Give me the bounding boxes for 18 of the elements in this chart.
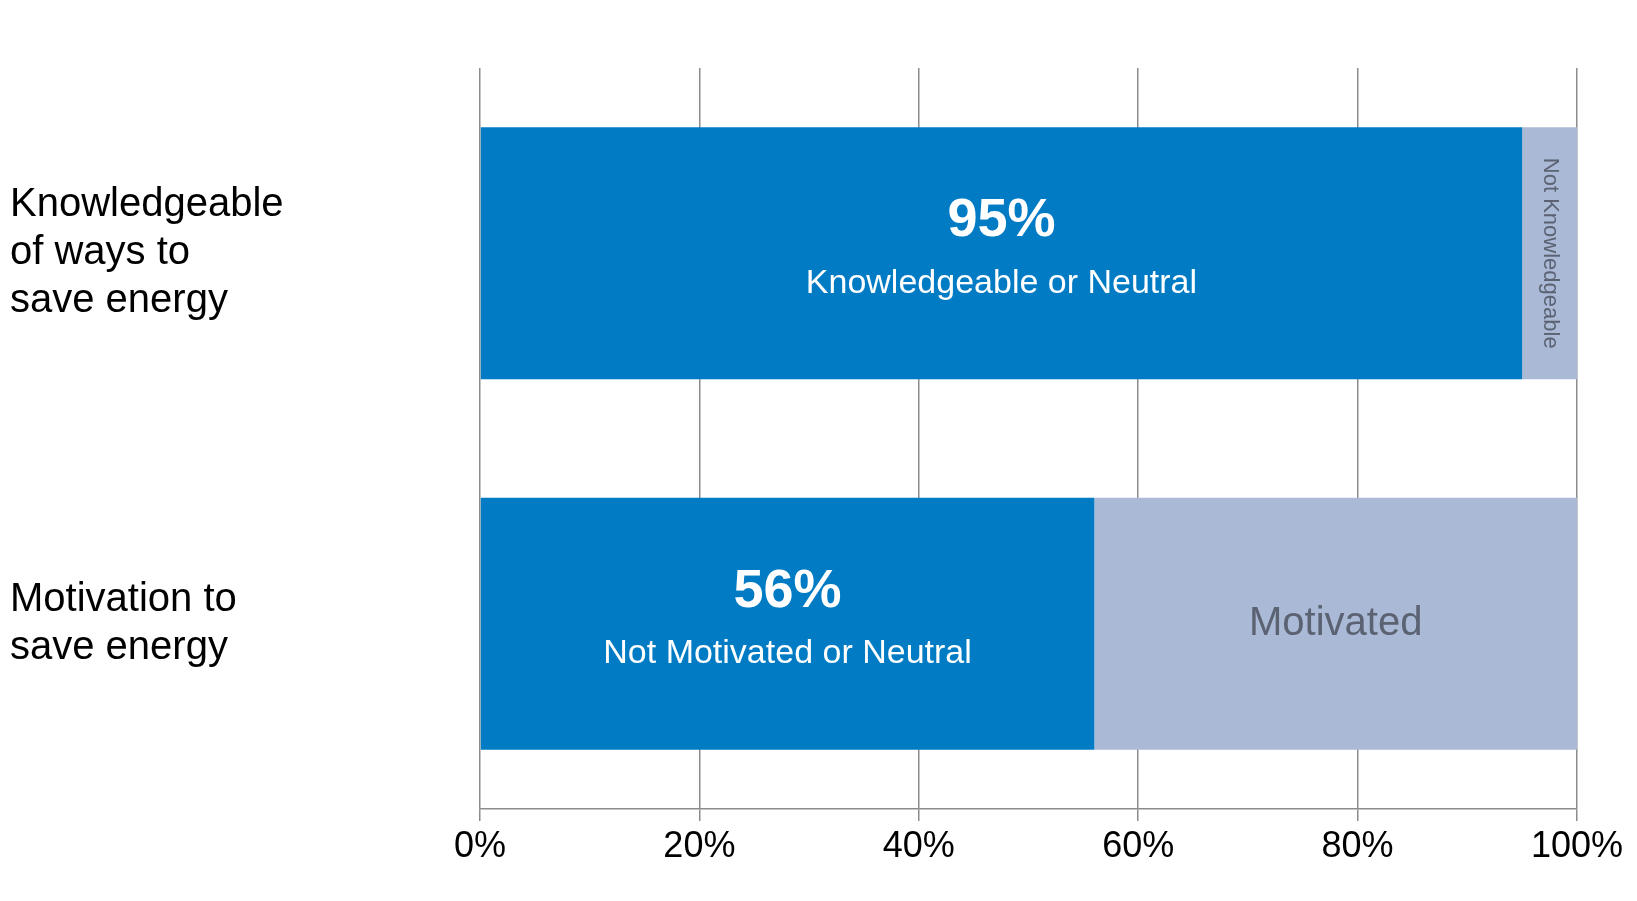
- x-tick-label: 60%: [1102, 823, 1175, 865]
- annotation: Knowledgeable or Neutral: [805, 261, 1198, 300]
- x-tick-label: 80%: [1321, 823, 1394, 865]
- data-label: 95%: [947, 187, 1056, 248]
- bar: [480, 497, 1095, 750]
- bar: [1522, 127, 1577, 380]
- annotation: Not Knowledgeable: [1538, 157, 1564, 349]
- bar: [1094, 497, 1577, 750]
- x-tick-label: 20%: [663, 823, 736, 865]
- data-label: 56%: [733, 557, 842, 618]
- y-tick-label: Motivation to save energy: [10, 574, 237, 667]
- bar: [480, 127, 1523, 380]
- annotation: Not Motivated or Neutral: [603, 632, 972, 671]
- x-tick-label: 40%: [882, 823, 955, 865]
- y-tick-label: Knowledgeable of ways to save energy: [10, 180, 284, 321]
- x-tick-label: 0%: [453, 823, 507, 865]
- x-tick-label: 100%: [1530, 823, 1624, 865]
- annotation: Motivated: [1248, 598, 1423, 643]
